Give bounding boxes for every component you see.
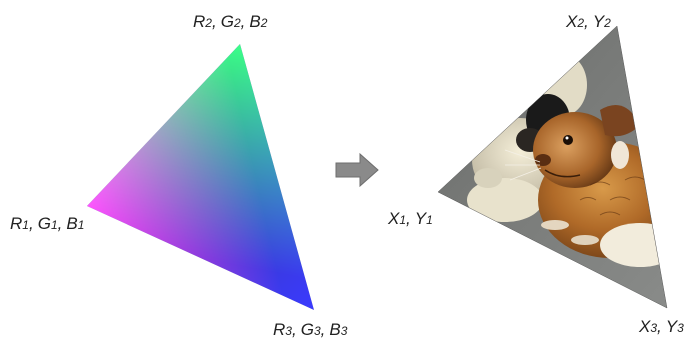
label-vertex-2-xy: X2, Y2 [566,13,611,30]
label-part: X3, [639,317,662,336]
label-vertex-3-rgb: R3, G3, B3 [273,321,347,338]
textured-triangle-outline [437,25,668,309]
label-part: G1, [37,214,63,233]
label-part: R1, [10,214,34,233]
label-vertex-3-xy: X3, Y3 [639,318,684,335]
label-part: R3, [273,320,297,339]
label-part: G3, [300,320,326,339]
label-part: Y1 [414,209,433,228]
arrow-right-icon [335,152,379,188]
label-part: B3 [329,320,348,339]
label-part: G2, [220,12,246,31]
label-part: R2, [193,12,217,31]
label-part: B2 [249,12,268,31]
color-triangle-blue-blend [87,44,314,310]
label-vertex-2-rgb: R2, G2, B2 [193,13,267,30]
textured-triangle [438,26,667,308]
label-part: B1 [66,214,85,233]
label-vertex-1-xy: X1, Y1 [388,210,433,227]
label-part: X2, [566,12,589,31]
label-part: Y3 [665,317,684,336]
label-part: X1, [388,209,411,228]
label-vertex-1-rgb: R1, G1, B1 [10,215,84,232]
color-triangle [87,44,314,310]
label-part: Y2 [592,12,611,31]
